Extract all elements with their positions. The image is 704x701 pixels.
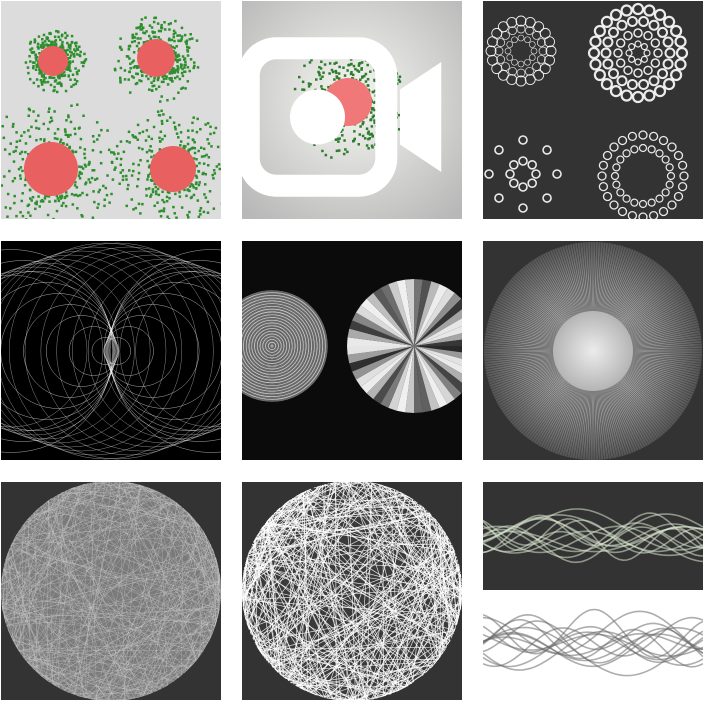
video-icon [242,37,442,197]
post-thumbnail-7[interactable] [1,482,221,700]
post-thumbnail-5[interactable] [242,241,462,460]
overlapping-circles-art [1,241,221,460]
post-thumbnail-6[interactable] [483,241,703,460]
post-thumbnail-1[interactable] [1,1,221,219]
post-thumbnail-8[interactable] [242,482,462,700]
spinning-discs-art [242,241,462,460]
post-thumbnail-9[interactable] [483,482,703,700]
chord-circle-bright-art [242,482,462,700]
radial-moire-art [483,241,703,460]
post-thumbnail-3[interactable] [483,1,703,219]
sine-waves-art [483,482,703,700]
post-thumbnail-2[interactable] [242,1,462,219]
diffusion-aggregation-art [1,1,221,219]
circle-ring-pattern-art [483,1,703,219]
chord-circle-art [1,482,221,700]
post-thumbnail-4[interactable] [1,241,221,460]
